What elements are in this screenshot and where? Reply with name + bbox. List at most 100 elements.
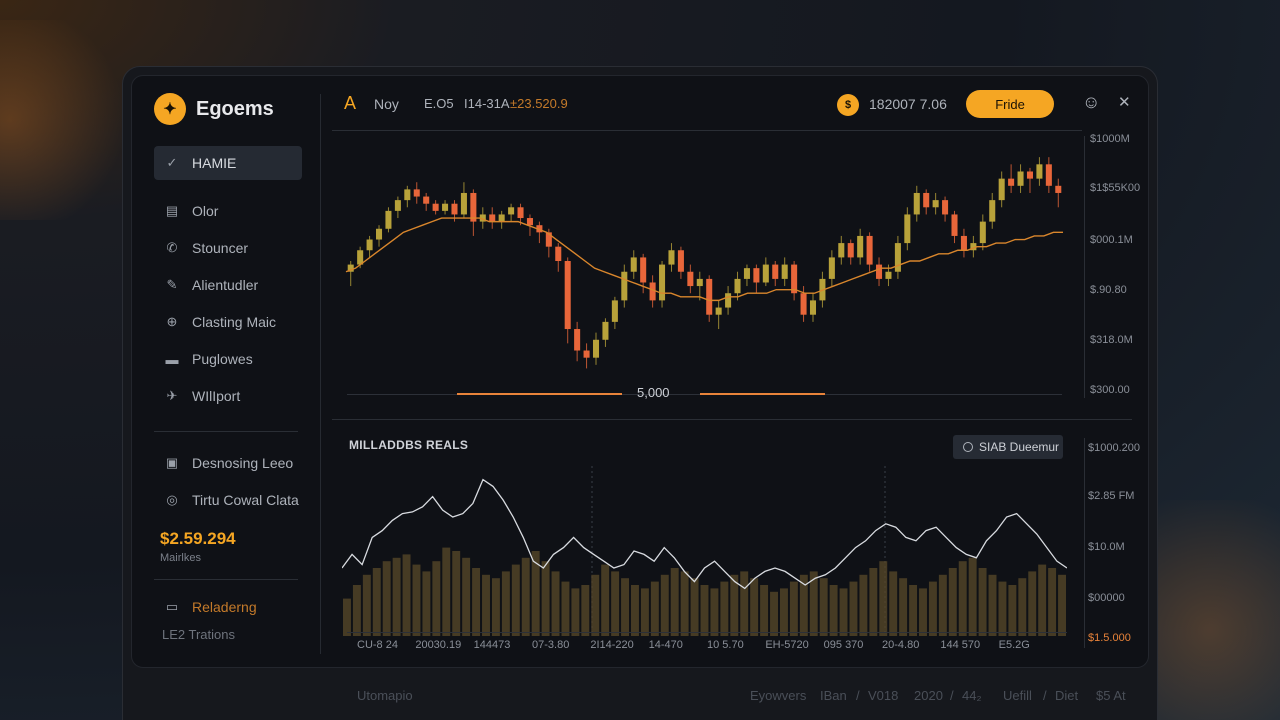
x-axis-tick-label: CU-8 24 xyxy=(357,639,398,651)
candle-body xyxy=(630,257,637,272)
value-axis-label: $1000.200 xyxy=(1088,442,1140,454)
circle-icon xyxy=(963,442,973,452)
volume-bar xyxy=(730,574,739,636)
volume-bar xyxy=(988,574,997,636)
candle-body xyxy=(847,243,854,258)
sidebar-item-label: Clasting Maic xyxy=(192,314,277,330)
volume-bar xyxy=(660,574,669,636)
topbar-item-eo5[interactable]: E.O5 xyxy=(424,96,454,111)
price-axis-label: $1$55K00 xyxy=(1090,182,1141,194)
sidebar-item-olor[interactable]: ▤ Olor xyxy=(154,194,302,228)
candle-body xyxy=(1008,178,1015,186)
x-axis-tick-label: 20030.19 xyxy=(415,639,462,651)
footer-item: 2020 xyxy=(914,688,943,703)
candle-body xyxy=(366,239,373,251)
volume-bar xyxy=(670,568,679,636)
document-icon: ▣ xyxy=(165,455,179,470)
volume-bar xyxy=(879,561,888,636)
sidebar-item-clasting-maic[interactable]: ⊕ Clasting Maic xyxy=(154,305,302,339)
candle-body xyxy=(800,293,807,315)
candle-body xyxy=(942,200,949,215)
sidebar-item-desnosing-leeo[interactable]: ▣ Desnosing Leeo xyxy=(154,446,302,480)
topbar-item-noy[interactable]: Noy xyxy=(374,96,399,112)
brand[interactable]: ✦ Egoems xyxy=(154,93,274,125)
candle-body xyxy=(894,243,901,272)
sidebar-item-label: LE2 Trations xyxy=(162,626,235,642)
volume-bar xyxy=(700,585,709,636)
card-icon: ▬ xyxy=(165,351,179,367)
sidebar-item-alientudler[interactable]: ✎ Alientudler xyxy=(154,268,302,302)
candle-body xyxy=(696,278,703,287)
topbar-pair[interactable]: I14-31A xyxy=(464,96,510,111)
volume-bar xyxy=(1038,564,1047,636)
sidebar-item-label: Olor xyxy=(192,203,219,219)
candle-body xyxy=(734,278,741,294)
volume-bar xyxy=(799,574,808,636)
user-icon[interactable]: ☺ xyxy=(1082,92,1101,112)
price-axis-label: $.90.80 xyxy=(1090,284,1127,296)
volume-bar xyxy=(909,585,918,636)
volume-bar xyxy=(740,571,749,636)
candle-body xyxy=(517,207,524,219)
candle-body xyxy=(923,192,930,208)
volume-bar xyxy=(948,568,957,636)
topbar-divider xyxy=(332,130,1082,131)
volume-bar xyxy=(690,578,699,636)
x-axis-tick-label: 2I14-220 xyxy=(590,639,634,651)
range-slider-fill-left[interactable] xyxy=(457,393,622,395)
candle-body xyxy=(979,221,986,244)
candle-body xyxy=(687,271,694,287)
sidebar-item-stouncer[interactable]: ✆ Stouncer xyxy=(154,231,302,265)
volume-bar xyxy=(402,554,411,636)
candlestick-chart[interactable] xyxy=(342,146,1067,376)
sidebar-item-tirtu-cowal-clata[interactable]: ◎ Tirtu Cowal Clata xyxy=(154,483,302,517)
line-volume-chart[interactable] xyxy=(342,466,1067,636)
volume-bar xyxy=(591,574,600,636)
candle-body xyxy=(451,203,458,215)
footer-item: IBan xyxy=(820,688,847,703)
footer-left-text: Utomapio xyxy=(357,688,413,703)
moving-average-line xyxy=(345,217,1063,302)
volume-bar xyxy=(531,551,540,636)
sidebar-item-hamie[interactable]: ✓ HAMIE xyxy=(154,146,302,180)
series-filter-label: SIAB Dueemur xyxy=(979,440,1060,454)
x-axis-tick-label: 10 5.70 xyxy=(707,639,744,651)
footer-item: / xyxy=(856,688,860,703)
volume-bar xyxy=(422,571,431,636)
candle-body xyxy=(413,189,420,197)
volume-bar xyxy=(809,571,818,636)
globe-icon: ⊕ xyxy=(166,314,178,329)
candle-body xyxy=(809,300,817,315)
sidebar-item-wiliport[interactable]: ✈ WIlIport xyxy=(154,379,302,413)
sidebar-item-puglowes[interactable]: ▬ Puglowes xyxy=(154,342,302,376)
sidebar-item-label: Desnosing Leeo xyxy=(192,455,294,471)
price-axis-label: $1000M xyxy=(1090,133,1130,145)
candle-body xyxy=(885,271,892,279)
sidebar-item-le2-trations[interactable]: LE2 Trations xyxy=(154,617,302,651)
candle-body xyxy=(611,300,618,322)
price-axis-line xyxy=(1084,136,1085,398)
footer-item: $5 At xyxy=(1096,688,1126,703)
volume-bar xyxy=(998,581,1007,636)
series-filter-button[interactable]: SIAB Dueemur xyxy=(953,435,1063,459)
candle-body xyxy=(772,264,779,279)
candle-body xyxy=(574,329,581,351)
candle-body xyxy=(432,203,439,211)
candle-body xyxy=(932,200,939,208)
volume-bar xyxy=(958,561,967,636)
candle-body xyxy=(1026,171,1033,179)
trade-button[interactable]: Fride xyxy=(966,90,1054,118)
candle-body xyxy=(677,250,684,272)
x-axis-tick-label: 095 370 xyxy=(823,639,864,651)
sidebar-border xyxy=(320,94,321,654)
close-icon[interactable]: ✕ xyxy=(1118,94,1131,111)
range-slider-fill-right[interactable] xyxy=(700,393,825,395)
candle-body xyxy=(857,235,864,258)
volume-bar xyxy=(631,585,639,636)
volume-bar xyxy=(919,588,927,636)
sidebar-item-reladerng[interactable]: ▭ Reladerng xyxy=(154,590,302,624)
candle-body xyxy=(640,257,647,283)
candle-body xyxy=(970,243,977,251)
candle-body xyxy=(498,214,505,222)
volume-bar xyxy=(442,547,451,636)
